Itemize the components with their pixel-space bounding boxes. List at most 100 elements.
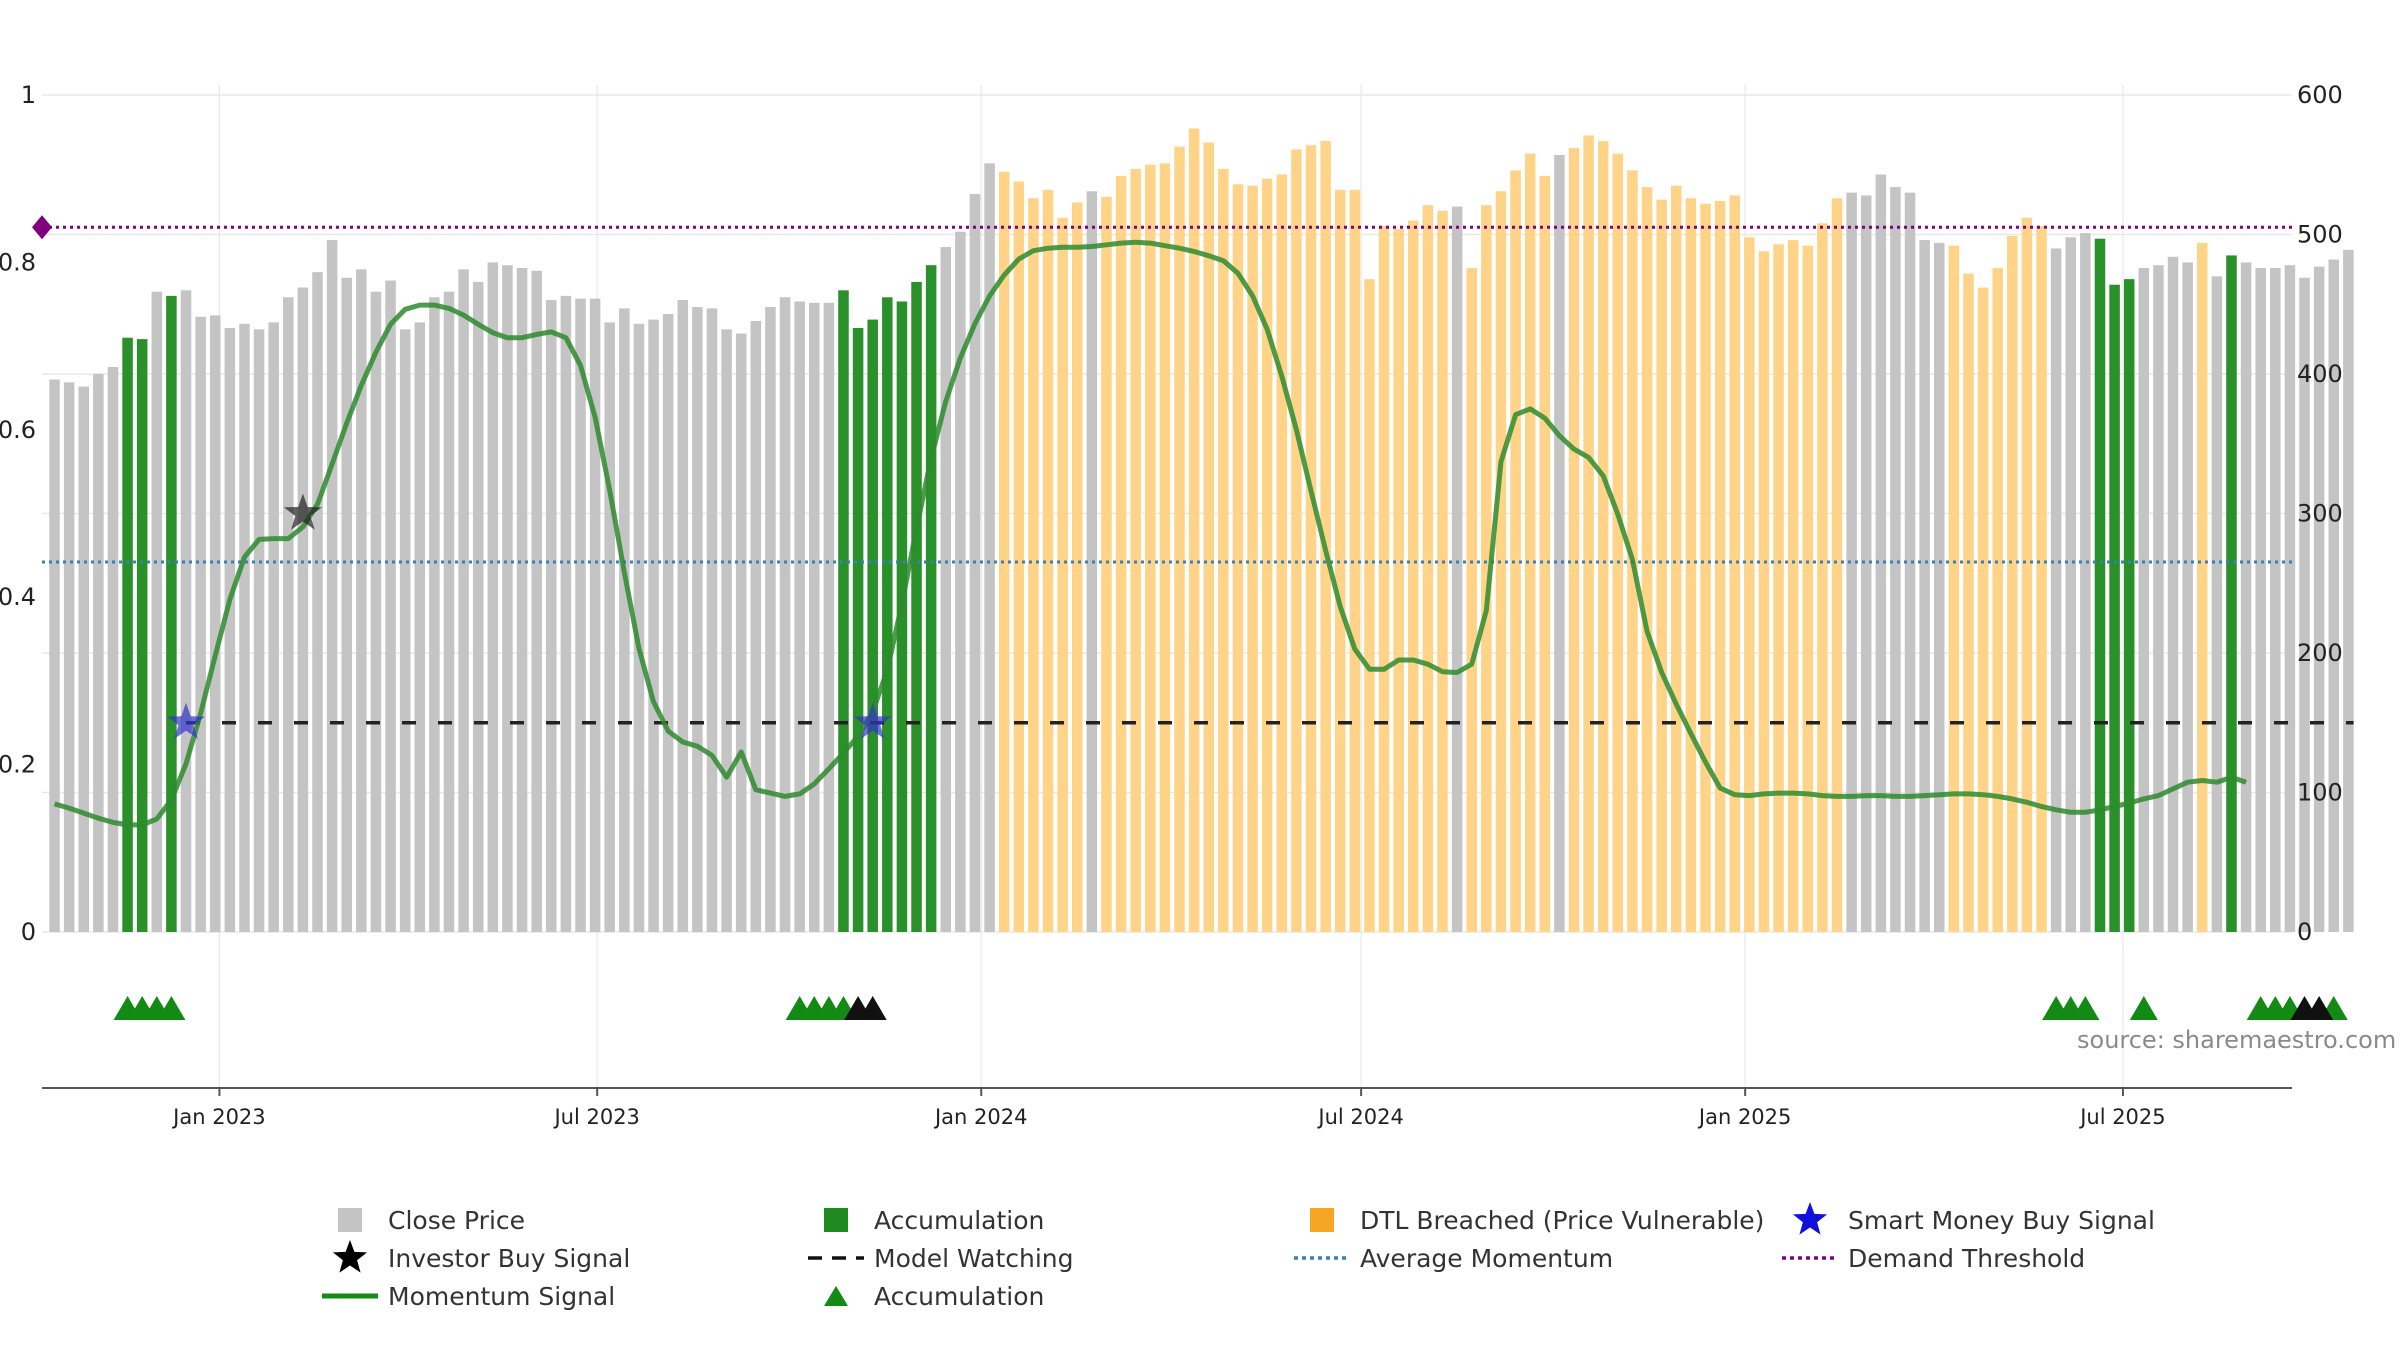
close-price-bar xyxy=(809,302,820,933)
close-price-bar xyxy=(429,297,440,932)
dtl-breached-bar xyxy=(1071,202,1083,933)
close-price-bar xyxy=(633,323,645,932)
close-price-bar xyxy=(940,247,952,932)
accumulation-bar xyxy=(882,297,893,932)
close-price-bar xyxy=(2299,277,2310,932)
x-tick-label: Jan 2024 xyxy=(933,1105,1028,1129)
close-price-bar xyxy=(2138,267,2150,933)
right-tick-label: 100 xyxy=(2297,779,2343,807)
close-price-bar xyxy=(2182,262,2193,932)
close-price-bar xyxy=(721,329,732,932)
close-price-bar xyxy=(63,382,75,932)
bar-series xyxy=(49,128,2354,933)
close-price-bar xyxy=(209,315,221,932)
dtl-breached-bar xyxy=(1393,228,1404,933)
right-tick-label: 200 xyxy=(2297,639,2343,667)
close-price-bar xyxy=(312,272,323,932)
left-tick-label: 1 xyxy=(21,81,36,109)
left-tick-label: 0 xyxy=(21,918,36,946)
close-price-bar xyxy=(619,308,630,932)
close-price-bar xyxy=(1846,192,1857,932)
dtl-breached-bar xyxy=(1042,189,1054,933)
close-price-bar xyxy=(356,269,367,932)
dtl-breached-bar xyxy=(1977,287,1989,932)
dtl-breached-bar xyxy=(1539,175,1551,932)
close-price-bar xyxy=(326,240,338,932)
x-tick-label: Jan 2025 xyxy=(1697,1105,1792,1129)
dtl-breached-bar xyxy=(1612,153,1624,933)
close-price-bar xyxy=(370,291,382,932)
close-price-bar xyxy=(2284,265,2296,932)
dtl-breached-bar xyxy=(1378,226,1390,932)
close-price-bar xyxy=(2343,249,2354,933)
close-price-bar xyxy=(1554,154,1565,933)
accumulation-triangle xyxy=(157,996,186,1020)
close-price-bar xyxy=(195,316,206,932)
close-price-bar xyxy=(589,298,601,932)
accumulation-bar xyxy=(911,281,922,932)
dtl-breached-bar xyxy=(1685,198,1697,933)
momentum-signal-line xyxy=(53,239,2247,828)
dtl-breached-bar xyxy=(1261,178,1273,932)
close-price-bar xyxy=(1890,187,1901,932)
close-price-bar xyxy=(2240,262,2252,932)
right-tick-label: 300 xyxy=(2297,500,2343,528)
close-price-bar xyxy=(1875,174,1887,932)
close-price-bar xyxy=(735,333,747,932)
accumulation-triangle xyxy=(2129,996,2158,1020)
investor-triangle xyxy=(2305,996,2334,1020)
investor-buy-star xyxy=(283,493,322,530)
close-price-bar xyxy=(516,267,528,933)
dtl-breached-bar xyxy=(1481,205,1492,932)
close-price-bar xyxy=(253,329,265,932)
close-price-bar xyxy=(2065,237,2077,933)
close-price-bar xyxy=(297,287,309,932)
accumulation-bar xyxy=(122,337,133,933)
dtl-breached-bar xyxy=(1437,210,1448,932)
dtl-breached-bar xyxy=(1466,267,1477,933)
dtl-breached-bar xyxy=(1656,199,1667,932)
dtl-breached-bar xyxy=(1130,168,1141,932)
close-price-bar xyxy=(575,298,586,932)
dtl-breached-bar xyxy=(1802,245,1814,932)
dtl-breached-bar xyxy=(1115,175,1127,932)
dtl-breached-bar xyxy=(1831,198,1843,933)
close-price-bar xyxy=(224,327,236,933)
accumulation-bar xyxy=(2109,284,2120,933)
close-price-bar xyxy=(2313,266,2325,933)
dtl-breached-bar xyxy=(1320,141,1331,932)
dtl-breached-bar xyxy=(1729,195,1740,932)
close-price-bar xyxy=(1934,242,1945,932)
dtl-breached-bar xyxy=(1568,148,1580,932)
close-price-bar xyxy=(1451,206,1463,933)
accumulation-bar xyxy=(896,301,908,933)
dtl-breached-bar xyxy=(1101,196,1112,932)
close-price-bar xyxy=(283,297,294,932)
dtl-breached-bar xyxy=(1597,141,1609,932)
close-price-bar xyxy=(443,291,455,932)
close-price-bar xyxy=(2270,267,2281,933)
close-price-bar xyxy=(1086,191,1098,932)
close-price-bar xyxy=(2050,248,2062,932)
source-note: source: sharemaestro.com xyxy=(2077,1026,2397,1054)
close-price-bar xyxy=(984,163,995,933)
close-price-bar xyxy=(93,374,104,932)
close-price-bar xyxy=(648,319,659,933)
dtl-breached-bar xyxy=(1159,163,1171,933)
smart-money-star xyxy=(167,702,205,739)
close-price-bar xyxy=(385,280,396,932)
dtl-breached-bar xyxy=(2196,242,2208,932)
accumulation-bar xyxy=(2123,279,2135,932)
dtl-breached-bar xyxy=(1349,189,1361,933)
close-price-bar xyxy=(268,322,279,932)
close-price-bar xyxy=(2167,256,2179,932)
dtl-breached-bar xyxy=(1291,149,1302,932)
dtl-breached-bar xyxy=(1028,198,1039,933)
right-tick-label: 600 xyxy=(2297,81,2343,109)
dtl-breached-bar xyxy=(1510,170,1521,932)
dtl-breached-bar xyxy=(2007,235,2018,932)
dtl-breached-bar xyxy=(1627,170,1638,932)
close-price-bar xyxy=(692,307,703,932)
dtl-breached-bar xyxy=(1992,267,2003,933)
close-price-bar xyxy=(399,329,411,932)
